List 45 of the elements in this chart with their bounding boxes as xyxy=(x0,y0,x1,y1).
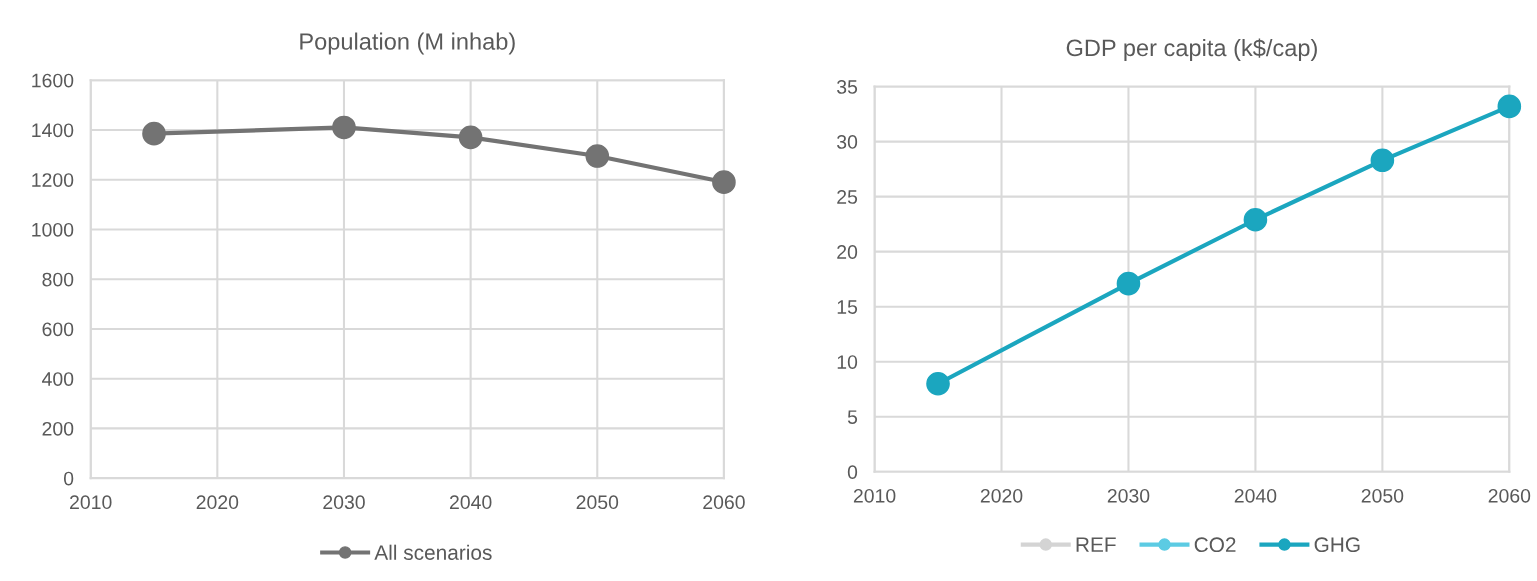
point xyxy=(458,125,483,150)
x-tick-label: 2020 xyxy=(196,495,239,510)
x-tick-label: 2060 xyxy=(1488,488,1531,503)
y-tick-label: 1400 xyxy=(32,123,74,138)
x-tick-label: 2010 xyxy=(853,488,896,503)
point xyxy=(332,115,356,140)
point xyxy=(1497,94,1522,119)
y-tick-label: 25 xyxy=(837,190,858,204)
legend-label: CO2 xyxy=(1194,537,1236,553)
y-tick-label: 400 xyxy=(42,372,74,386)
x-tick-label: 2010 xyxy=(70,495,112,510)
point xyxy=(1370,148,1395,173)
x-tick-label: 2030 xyxy=(323,495,365,510)
point xyxy=(1243,207,1268,232)
legend-label: GHG xyxy=(1314,537,1360,553)
x-tick-label: 2030 xyxy=(1107,488,1150,503)
point xyxy=(585,144,610,168)
x-tick-label: 2020 xyxy=(980,488,1023,503)
point xyxy=(1116,271,1141,296)
x-tick-label: 2050 xyxy=(576,495,619,510)
y-tick-label: 1600 xyxy=(32,73,74,88)
legend-label: All scenarios xyxy=(374,544,492,560)
y-tick-label: 10 xyxy=(837,355,858,369)
point xyxy=(712,170,736,194)
y-tick-label: 200 xyxy=(42,421,74,436)
y-tick-label: 1200 xyxy=(32,173,74,187)
y-tick-label: 800 xyxy=(42,272,74,287)
y-tick-label: 30 xyxy=(837,135,858,149)
y-tick-label: 20 xyxy=(837,245,858,259)
x-tick-label: 2050 xyxy=(1361,488,1404,503)
point xyxy=(142,121,166,146)
y-tick-label: 35 xyxy=(837,80,858,94)
x-tick-label: 2060 xyxy=(703,495,745,510)
y-tick-label: 0 xyxy=(63,471,74,486)
y-tick-label: 5 xyxy=(847,410,858,424)
y-tick-label: 1000 xyxy=(32,222,74,237)
x-tick-label: 2040 xyxy=(1234,488,1277,503)
chart-title: Population (M inhab) xyxy=(300,32,515,55)
legend-label: REF xyxy=(1076,537,1116,552)
x-tick-label: 2040 xyxy=(449,495,492,510)
chart-title: GDP per capita (k$/cap) xyxy=(1066,38,1317,61)
y-tick-label: 0 xyxy=(847,465,858,480)
y-tick-label: 15 xyxy=(837,300,858,314)
y-tick-label: 600 xyxy=(42,322,74,337)
point xyxy=(926,371,950,396)
